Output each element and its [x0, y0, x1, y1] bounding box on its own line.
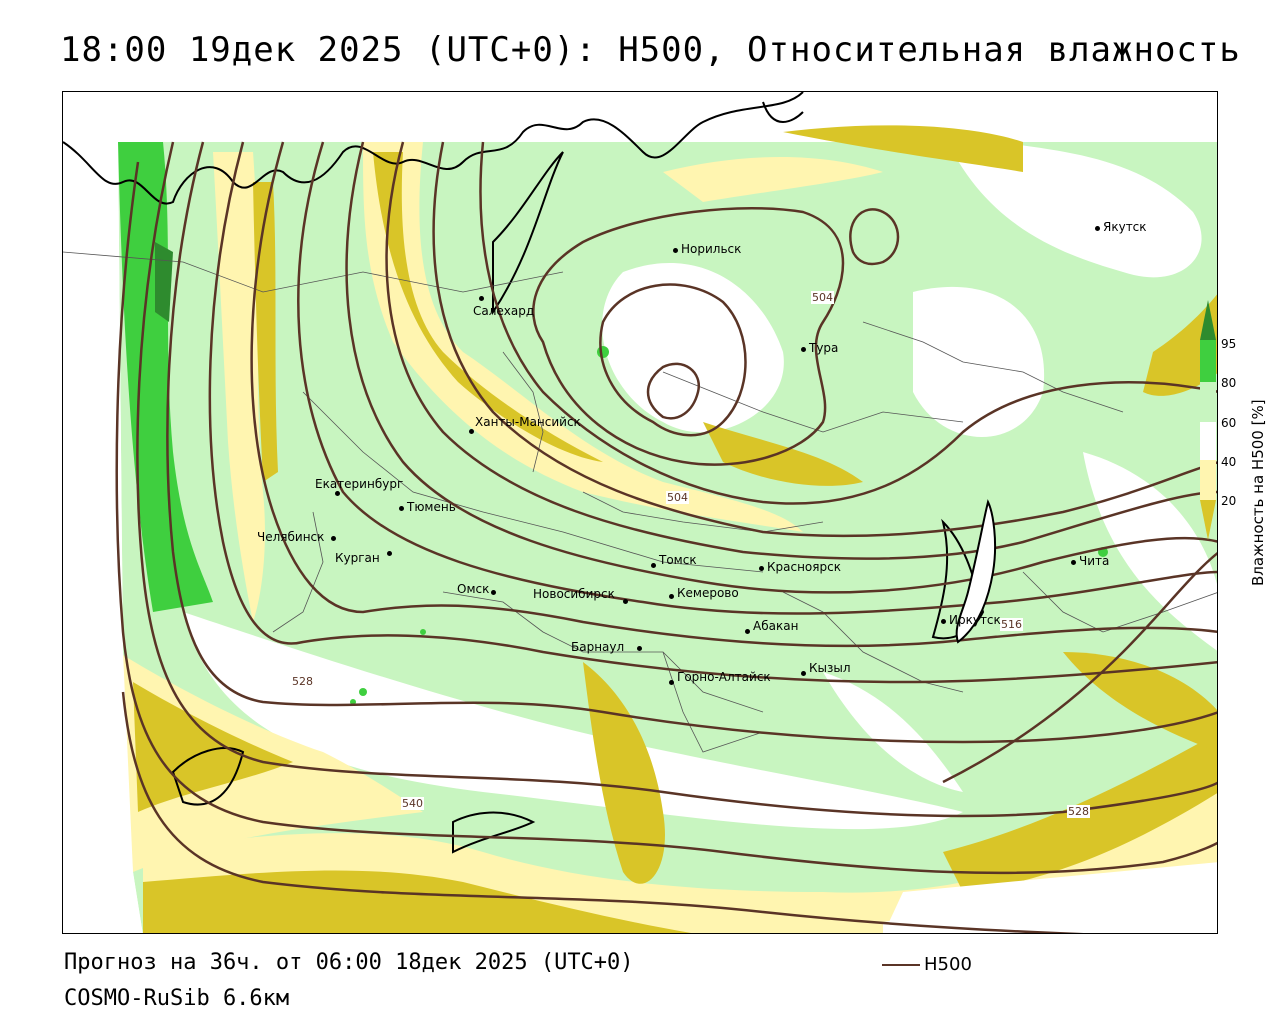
forecast-info: Прогноз на 36ч. от 06:00 18дек 2025 (UTC… — [64, 950, 634, 975]
city-barnaul: Барнаул — [571, 640, 642, 654]
colorbar-tick: 40 — [1221, 455, 1237, 469]
city-dot-icon — [491, 590, 496, 595]
city-omsk: Омск — [457, 582, 496, 596]
humidity-colorbar — [1200, 300, 1216, 540]
city-dot-icon — [801, 347, 806, 352]
city-dot-icon — [387, 551, 392, 556]
colorbar-tick: 60 — [1221, 416, 1237, 430]
contour-label: 504 — [811, 291, 834, 304]
city-dot-icon — [941, 619, 946, 624]
boundaries — [63, 251, 1217, 753]
city-dot-icon — [673, 248, 678, 253]
coastline — [63, 92, 985, 854]
colorbar-tick: 80 — [1221, 376, 1237, 390]
h500-legend-label: H500 — [924, 954, 972, 975]
city-dot-icon — [651, 563, 656, 568]
contour-label: 516 — [1000, 618, 1023, 631]
city-dot-icon — [335, 491, 340, 496]
model-name: COSMO-RuSib 6.6км — [64, 986, 290, 1011]
colorbar-title: Влажность на H500 [%] — [1249, 399, 1267, 586]
city-abakan: Абакан — [745, 619, 798, 634]
city-chita: Чита — [1071, 554, 1109, 568]
city-gorno-altaysk: Горно-Алтайск — [669, 670, 771, 685]
city-dot-icon — [669, 594, 674, 599]
city-norilsk: Норильск — [673, 242, 741, 256]
city-dot-icon — [1095, 226, 1100, 231]
city-dot-icon — [801, 671, 806, 676]
city-yakutsk: Якутск — [1095, 220, 1147, 234]
city-dot-icon — [1071, 560, 1076, 565]
city-dot-icon — [759, 566, 764, 571]
contour-label: 504 — [666, 491, 689, 504]
colorbar-tick: 95 — [1221, 337, 1237, 351]
city-irkutsk: Иркутск — [941, 613, 1001, 627]
city-dot-icon — [637, 646, 642, 651]
city-tomsk: Томск — [651, 553, 697, 568]
city-dot-icon — [669, 680, 674, 685]
city-dot-icon — [469, 429, 474, 434]
contour-label: 528 — [291, 675, 314, 688]
city-kemerovo: Кемерово — [669, 586, 739, 600]
city-ekaterinburg: Екатеринбург — [315, 477, 403, 496]
city-dot-icon — [479, 296, 484, 301]
city-dot-icon — [399, 506, 404, 511]
colorbar-tick: 20 — [1221, 494, 1237, 508]
city-kurgan: Курган — [335, 551, 392, 565]
city-dot-icon — [745, 629, 750, 634]
map-title: 18:00 19дек 2025 (UTC+0): H500, Относите… — [60, 30, 1241, 70]
city-salekhard: Салехард — [473, 296, 534, 318]
city-krasnoyarsk: Красноярск — [759, 560, 841, 574]
city-chelyabinsk: Челябинск — [257, 530, 336, 544]
city-khanty-mansiysk: Ханты-Мансийск — [469, 415, 581, 434]
city-tyumen: Тюмень — [399, 500, 456, 514]
map-canvas — [63, 92, 1217, 933]
city-tura: Тура — [801, 341, 838, 355]
city-dot-icon — [331, 536, 336, 541]
lake-baikal — [955, 499, 997, 644]
weather-map: 504 504 528 540 528 516 Норильск Якутск … — [62, 91, 1218, 934]
contour-label: 540 — [401, 797, 424, 810]
h500-contours — [115, 141, 1217, 933]
contour-label: 528 — [1067, 805, 1090, 818]
city-kyzyl: Кызыл — [801, 661, 851, 676]
city-dot-icon — [623, 599, 628, 604]
city-novosibirsk: Новосибирск — [533, 587, 628, 604]
h500-legend-line — [882, 964, 920, 966]
